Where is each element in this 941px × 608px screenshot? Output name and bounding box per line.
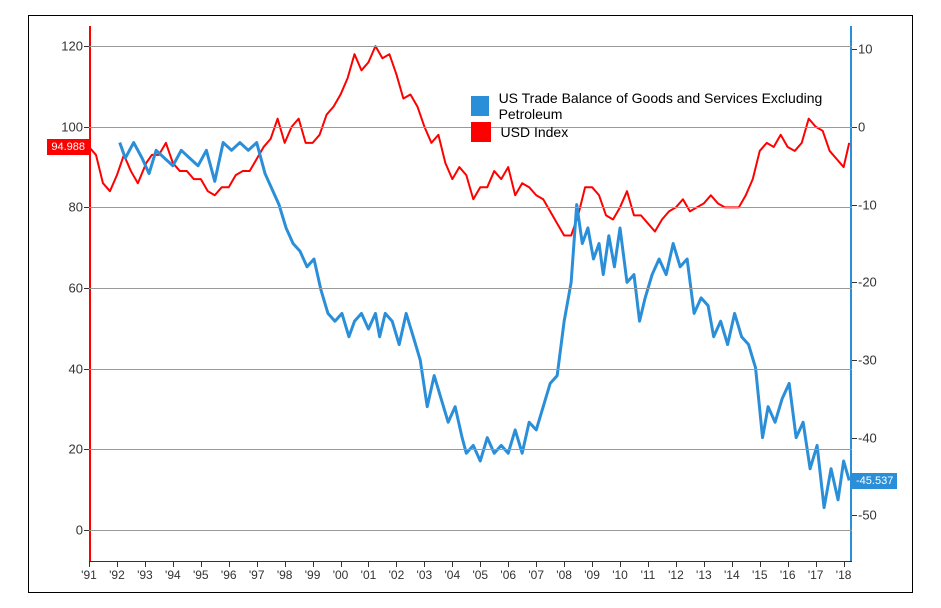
x-tick: '18 (836, 568, 852, 582)
y-tick-left: 0 (76, 522, 83, 537)
grid-line (89, 530, 852, 531)
x-tick: '00 (333, 568, 349, 582)
y-tick-right: -10 (858, 197, 877, 212)
legend-swatch (471, 122, 491, 142)
x-tick: '17 (808, 568, 824, 582)
x-tick: '09 (584, 568, 600, 582)
x-tick: '12 (668, 568, 684, 582)
x-tick: '11 (641, 568, 656, 582)
legend-label: US Trade Balance of Goods and Services E… (499, 90, 852, 122)
series-trade_balance (120, 143, 849, 508)
x-tick: '10 (612, 568, 628, 582)
x-tick: '08 (556, 568, 572, 582)
y-tick-right: -40 (858, 430, 877, 445)
y-tick-left: 60 (69, 280, 83, 295)
y-tick-right: -30 (858, 353, 877, 368)
x-tick: '14 (724, 568, 740, 582)
x-tick: '97 (249, 568, 265, 582)
y-tick-left: 80 (69, 200, 83, 215)
x-tick: '03 (417, 568, 433, 582)
y-tick-left: 20 (69, 442, 83, 457)
x-tick: '07 (528, 568, 544, 582)
y-tick-right: -20 (858, 275, 877, 290)
x-tick: '02 (389, 568, 405, 582)
legend-item-usd-index: USD Index (471, 122, 569, 142)
x-tick: '15 (752, 568, 768, 582)
y-tick-right: 10 (858, 42, 872, 57)
x-tick: '99 (305, 568, 321, 582)
x-tick: '06 (500, 568, 516, 582)
grid-line (89, 207, 852, 208)
x-tick: '13 (696, 568, 712, 582)
grid-line (89, 288, 852, 289)
legend-swatch (471, 96, 489, 116)
x-tick: '98 (277, 568, 293, 582)
x-tick: '93 (137, 568, 153, 582)
x-tick: '94 (165, 568, 181, 582)
x-tick: '16 (780, 568, 796, 582)
grid-line (89, 46, 852, 47)
y-tick-left: 120 (61, 39, 83, 54)
grid-line (89, 369, 852, 370)
y-tick-left: 40 (69, 361, 83, 376)
x-tick: '01 (361, 568, 377, 582)
chart-frame: 0 20 40 60 80 100 120 -50 -40 -30 -20 -10 0 10 '91 '92… (28, 15, 913, 593)
y-tick-left: 100 (61, 119, 83, 134)
x-tick: '96 (221, 568, 237, 582)
y-tick-right: 0 (858, 119, 865, 134)
marker-right: -45.537 (852, 473, 897, 489)
x-tick: '92 (109, 568, 125, 582)
x-tick: '04 (445, 568, 461, 582)
marker-left: 94.988 (47, 139, 89, 155)
x-tick: '95 (193, 568, 209, 582)
legend-item-trade-balance: US Trade Balance of Goods and Services E… (471, 90, 853, 122)
x-tick: '05 (472, 568, 488, 582)
y-tick-right: -50 (858, 508, 877, 523)
legend-label: USD Index (501, 124, 569, 140)
plot-area: 020406080100120-50-40-30-20-10010 '91'92… (89, 26, 852, 562)
x-tick: '91 (81, 568, 97, 582)
grid-line (89, 449, 852, 450)
